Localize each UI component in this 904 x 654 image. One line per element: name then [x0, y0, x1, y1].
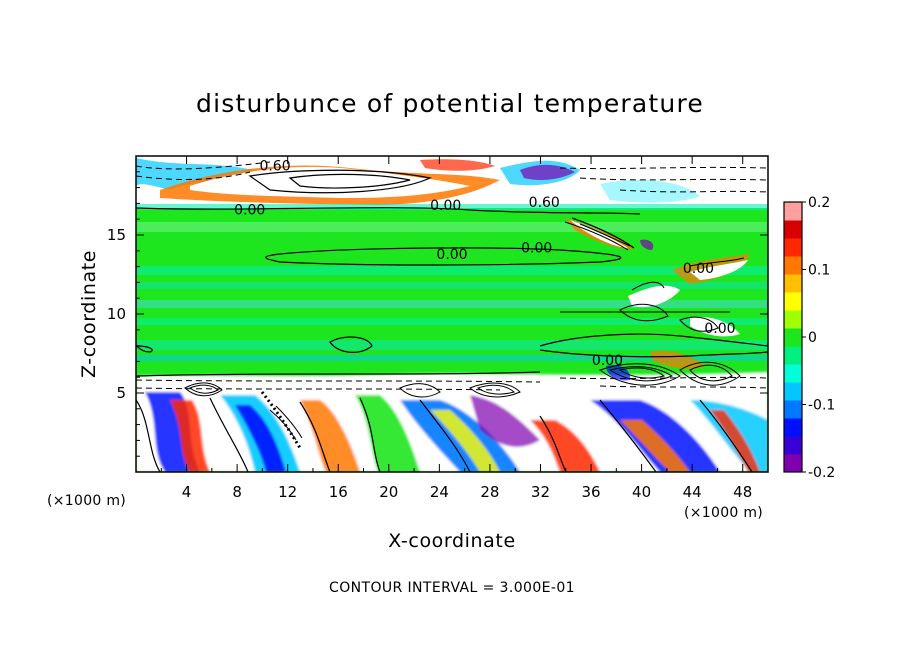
zero-contours: [136, 169, 768, 472]
x-axis-unit: (×1000 m): [684, 505, 763, 521]
colorbar: [784, 202, 802, 473]
mid-layer-bands: [136, 222, 768, 361]
contour-label: 0.00: [683, 261, 714, 277]
colorbar-swatch: [784, 310, 802, 329]
x-tick-label: 8: [232, 483, 242, 501]
colorbar-swatch: [784, 238, 802, 257]
colorbar-swatch: [784, 346, 802, 365]
contour-labels: 0.60 0.00 0.00 0.60 0.00 0.00 0.00 0.00 0.00: [234, 158, 735, 368]
x-tick-label: 24: [430, 483, 449, 501]
y-tick-label: 5: [116, 384, 126, 402]
colorbar-ticks: 0.2 0.1 0 -0.1 -0.2: [802, 195, 835, 481]
x-tick-label: 20: [379, 483, 398, 501]
x-tick-label: 28: [480, 483, 499, 501]
x-axis-ticks: 4 8 12 16 20 24 28 32 36 40 44 48: [160, 156, 752, 501]
colorbar-tick-label: 0: [808, 330, 817, 346]
colorbar-tick-label: -0.2: [808, 465, 835, 481]
colorbar-swatch: [784, 400, 802, 419]
contour-interval-note: CONTOUR INTERVAL = 3.000E-01: [329, 580, 575, 596]
colorbar-swatch: [784, 328, 802, 347]
colorbar-swatch: [784, 364, 802, 383]
colorbar-swatch: [784, 274, 802, 293]
colorbar-swatch: [784, 454, 802, 473]
colorbar-swatch: [784, 418, 802, 437]
x-tick-label: 4: [182, 483, 192, 501]
colorbar-tick-label: 0.2: [808, 195, 830, 211]
colorbar-swatch: [784, 382, 802, 401]
lower-layer: [136, 372, 768, 472]
x-tick-label: 40: [632, 483, 651, 501]
colorbar-swatch: [784, 220, 802, 239]
x-tick-label: 12: [278, 483, 297, 501]
contour-label: 0.00: [430, 198, 461, 214]
contour-label: 0.00: [704, 321, 735, 337]
colorbar-tick-label: 0.1: [808, 263, 830, 279]
colorbar-swatch: [784, 292, 802, 311]
y-tick-label: 10: [107, 305, 126, 323]
x-tick-label: 32: [531, 483, 550, 501]
dense-contour-clusters: [184, 221, 745, 441]
diagonal-feature: [260, 391, 302, 449]
x-tick-label: 44: [683, 483, 702, 501]
contour-label: 0.00: [521, 241, 552, 257]
contour-label: 0.60: [259, 158, 290, 174]
x-tick-label: 36: [581, 483, 600, 501]
colorbar-swatch: [784, 436, 802, 455]
y-axis-label: Z-coordinate: [78, 250, 100, 378]
colorbar-swatch: [784, 256, 802, 275]
contour-label: 0.00: [592, 353, 623, 369]
y-tick-label: 15: [107, 226, 126, 244]
contour-label: 0.00: [436, 247, 467, 263]
chart-title: disturbunce of potential temperature: [196, 89, 704, 118]
negative-contours: [136, 161, 768, 391]
y-axis-ticks: 5 10 15: [107, 171, 768, 457]
colorbar-tick-label: -0.1: [808, 398, 835, 414]
x-tick-label: 16: [329, 483, 348, 501]
plot-area: [136, 156, 768, 472]
contour-label: 0.60: [529, 195, 560, 211]
colorbar-swatch: [784, 202, 802, 221]
x-tick-label: 48: [733, 483, 752, 501]
x-axis-label: X-coordinate: [388, 530, 515, 552]
contour-label: 0.00: [234, 203, 265, 219]
x-origin-unit: (×1000 m): [47, 493, 126, 509]
